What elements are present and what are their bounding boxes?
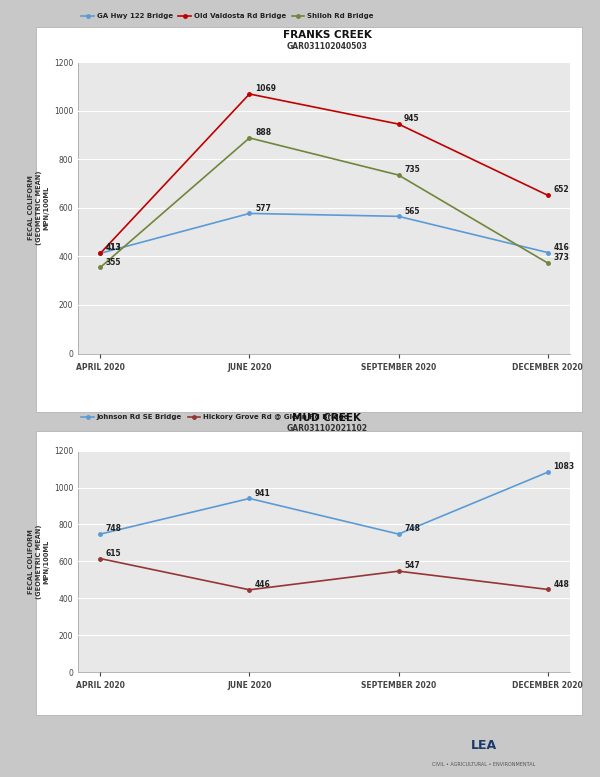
- GA Hwy 122 Bridge: [395, 211, 402, 221]
- Text: 448: 448: [553, 580, 569, 589]
- Hickory Grove Rd @ Glenn Rd Bridge: [97, 554, 104, 563]
- Legend: Johnson Rd SE Bridge, Hickory Grove Rd @ Glenn Rd Bridge: Johnson Rd SE Bridge, Hickory Grove Rd @…: [82, 414, 349, 420]
- Text: 577: 577: [255, 204, 271, 213]
- GA Hwy 122 Bridge: [97, 249, 104, 258]
- Johnson Rd SE Bridge: [395, 529, 402, 538]
- Text: 748: 748: [404, 524, 420, 533]
- Text: 748: 748: [106, 524, 122, 533]
- Shiloh Rd Bridge: [395, 170, 402, 179]
- Text: 652: 652: [553, 186, 569, 194]
- Text: 735: 735: [404, 166, 420, 174]
- GA Hwy 122 Bridge: [246, 209, 253, 218]
- Line: Johnson Rd SE Bridge: Johnson Rd SE Bridge: [98, 471, 550, 536]
- Text: 413: 413: [106, 243, 122, 253]
- Text: 565: 565: [404, 207, 419, 215]
- Shiloh Rd Bridge: [97, 263, 104, 272]
- Legend: GA Hwy 122 Bridge, Old Valdosta Rd Bridge, Shiloh Rd Bridge: GA Hwy 122 Bridge, Old Valdosta Rd Bridg…: [82, 13, 373, 19]
- Text: 416: 416: [553, 242, 569, 252]
- Text: 373: 373: [553, 253, 569, 262]
- Hickory Grove Rd @ Glenn Rd Bridge: [395, 566, 402, 576]
- Y-axis label: FECAL COLIFORM
(GEOMETRIC MEAN)
MPN/100ML: FECAL COLIFORM (GEOMETRIC MEAN) MPN/100M…: [28, 524, 50, 598]
- Text: 1069: 1069: [255, 84, 276, 93]
- Text: 413: 413: [106, 243, 122, 253]
- Shiloh Rd Bridge: [246, 134, 253, 143]
- Text: 941: 941: [255, 489, 271, 498]
- Line: Hickory Grove Rd @ Glenn Rd Bridge: Hickory Grove Rd @ Glenn Rd Bridge: [98, 557, 550, 591]
- Text: 945: 945: [404, 114, 420, 124]
- Johnson Rd SE Bridge: [97, 529, 104, 538]
- Line: Old Valdosta Rd Bridge: Old Valdosta Rd Bridge: [98, 92, 550, 255]
- Text: GAR031102021102: GAR031102021102: [287, 424, 367, 434]
- Old Valdosta Rd Bridge: [97, 249, 104, 258]
- Old Valdosta Rd Bridge: [395, 120, 402, 129]
- Old Valdosta Rd Bridge: [246, 89, 253, 99]
- Old Valdosta Rd Bridge: [544, 190, 551, 200]
- Hickory Grove Rd @ Glenn Rd Bridge: [246, 585, 253, 594]
- Johnson Rd SE Bridge: [544, 468, 551, 477]
- Text: 615: 615: [106, 549, 122, 558]
- Hickory Grove Rd @ Glenn Rd Bridge: [544, 585, 551, 594]
- Shiloh Rd Bridge: [544, 258, 551, 267]
- Text: 446: 446: [255, 580, 271, 589]
- Text: 547: 547: [404, 562, 420, 570]
- Text: GAR031102040503: GAR031102040503: [287, 42, 367, 51]
- Text: CIVIL • AGRICULTURAL • ENVIRONMENTAL: CIVIL • AGRICULTURAL • ENVIRONMENTAL: [432, 762, 535, 768]
- Text: 888: 888: [255, 128, 271, 137]
- Text: MUD CREEK: MUD CREEK: [293, 413, 361, 423]
- Line: GA Hwy 122 Bridge: GA Hwy 122 Bridge: [98, 211, 550, 255]
- Johnson Rd SE Bridge: [246, 494, 253, 503]
- Y-axis label: FECAL COLIFORM
(GEOMETRIC MEAN)
MPN/100ML: FECAL COLIFORM (GEOMETRIC MEAN) MPN/100M…: [28, 171, 50, 245]
- Line: Shiloh Rd Bridge: Shiloh Rd Bridge: [98, 136, 550, 269]
- Text: FRANKS CREEK: FRANKS CREEK: [283, 30, 371, 40]
- GA Hwy 122 Bridge: [544, 248, 551, 257]
- Text: 1083: 1083: [553, 462, 574, 472]
- Text: 355: 355: [106, 257, 121, 267]
- Text: LEA: LEA: [470, 740, 497, 752]
